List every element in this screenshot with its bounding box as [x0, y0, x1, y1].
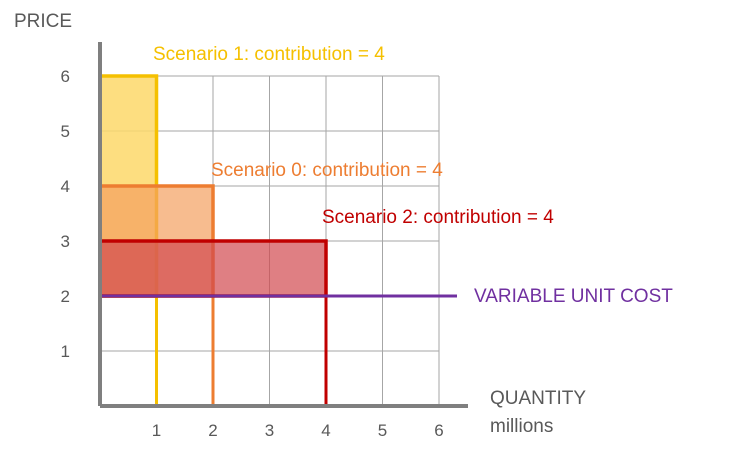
x-tick-label: 4 [321, 421, 330, 440]
x-tick-label: 2 [208, 421, 217, 440]
y-tick-label: 3 [61, 232, 70, 251]
y-tick-label: 6 [61, 67, 70, 86]
scenario-rect-2 [98, 239, 328, 298]
x-tick-label: 5 [378, 421, 387, 440]
x-tick-label: 3 [265, 421, 274, 440]
y-tick-label: 2 [61, 287, 70, 306]
scenario-rectangles [98, 74, 328, 406]
scenario-label-0: Scenario 1: contribution = 4 [153, 44, 385, 65]
scenario-label-1: Scenario 0: contribution = 4 [211, 160, 443, 181]
y-tick-label: 1 [61, 342, 70, 361]
chart-labels: 1 2 3 4 5 6 1 2 3 4 5 6 PRICE QUANTITY millions Scenari… [14, 11, 673, 440]
axes [98, 42, 468, 408]
x-axis-title: QUANTITY [490, 388, 586, 409]
x-tick-label: 1 [152, 421, 161, 440]
scenario-label-2: Scenario 2: contribution = 4 [322, 207, 554, 228]
unit-cost-label: VARIABLE UNIT COST [474, 286, 673, 307]
y-tick-label: 5 [61, 122, 70, 141]
y-tick-label: 4 [61, 177, 70, 196]
x-axis-unit: millions [490, 416, 553, 437]
y-axis-title: PRICE [14, 11, 72, 32]
x-tick-label: 6 [434, 421, 443, 440]
